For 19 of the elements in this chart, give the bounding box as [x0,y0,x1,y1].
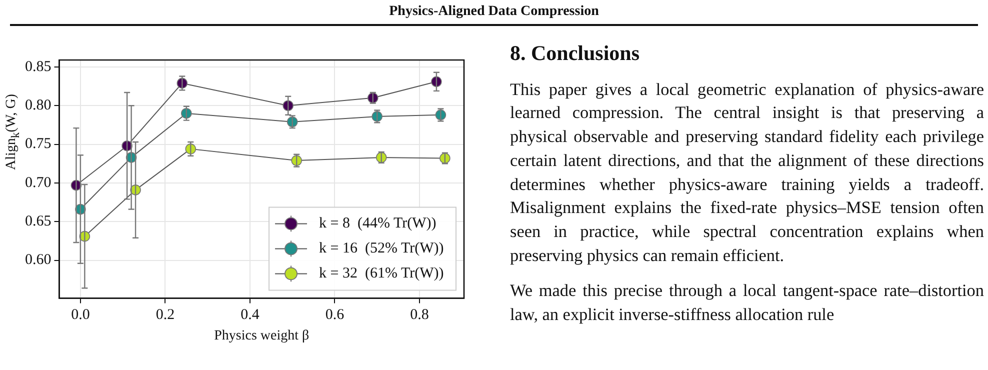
text: This paper gives a local geometric explanation of physics-aware learned compression. The central insight is that preserving a physical observable and preserving standard fidelity each privilege certain latent directions, and that the alignment of these directions determines whether physics-aware training yields a tradeoff. Misalignment explains the fixed-rate physics–MSE tension often seen in practice, while spectral concentration explains when preserving physics can remain efficient. [510,78,984,267]
legend-label: k = 8 (44% Tr(W)) [319,216,436,232]
y-tick-label: 0.85 [25,58,52,75]
y-tick-label: 0.70 [25,174,52,191]
text: We made this precise through a local tangent-space rate–distortion law, an explicit inverse-stiffness allocation rule [510,280,984,326]
legend-label: k = 32 (61% Tr(W)) [319,266,444,282]
y-tick-label: 0.80 [25,98,52,114]
x-tick-label: 0.6 [325,307,345,324]
x-tick-label: 0.8 [410,307,429,324]
y-tick-label: 0.75 [25,136,52,152]
text: Physics-Aligned Data Compression [388,4,600,20]
y-tick-label: 0.60 [25,252,52,268]
x-tick-label: 0.4 [240,307,260,324]
x-tick-label: 0.0 [71,307,90,324]
y-tick-label: 0.65 [25,214,52,230]
x-axis-title: Physics weight β [214,328,310,344]
legend-label: k = 16 (52% Tr(W)) [319,240,444,257]
x-tick-label: 0.2 [156,307,175,324]
text: 8. Conclusions [510,41,641,66]
